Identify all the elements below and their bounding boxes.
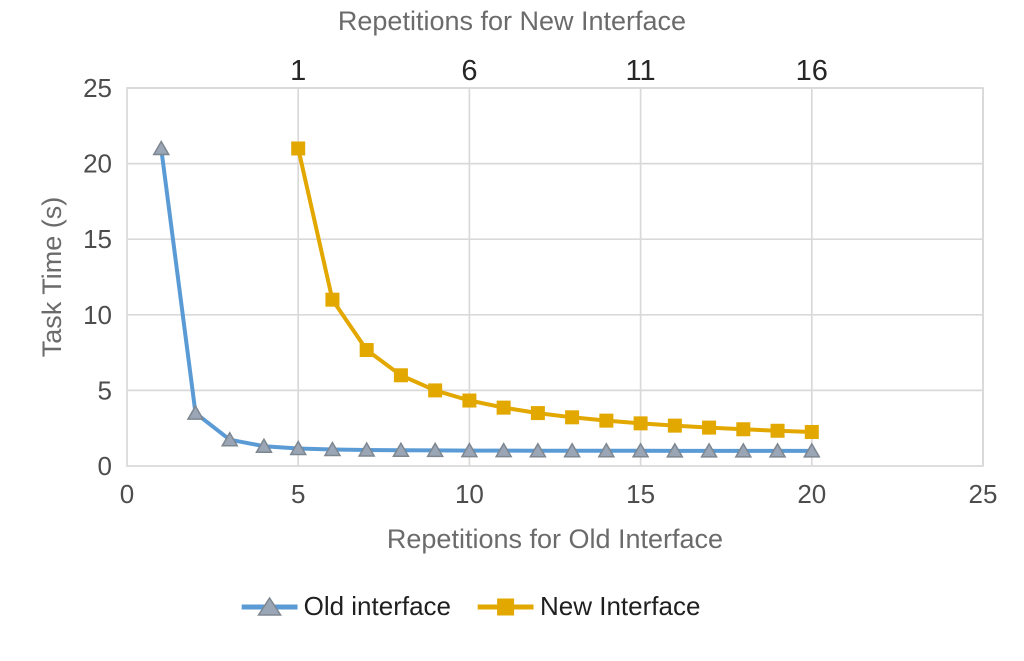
old-interface-marker: [426, 441, 444, 458]
old-interface-marker: [152, 139, 171, 156]
y-axis-title: Task Time (s): [37, 197, 67, 358]
y-axis-tick-label: 20: [83, 149, 112, 179]
old-interface-marker: [494, 442, 513, 458]
legend-item-new-interface: New Interface: [478, 592, 700, 621]
new-interface-marker: [291, 141, 306, 156]
new-interface-marker: [633, 416, 648, 431]
old-interface-marker: [529, 442, 547, 458]
y-axis-tick-label: 10: [83, 300, 112, 330]
new-interface-marker: [599, 413, 614, 428]
legend-item-old-interface: Old interface: [241, 591, 451, 621]
bottom-axis-tick-label: 20: [797, 479, 826, 509]
new-interface-marker: [736, 422, 751, 437]
new-interface-marker: [702, 420, 717, 435]
y-axis-tick-label: 25: [83, 73, 112, 103]
old-interface-line: [159, 146, 814, 453]
top-axis-tick-label: 6: [461, 55, 477, 87]
y-axis-tick-label: 5: [98, 375, 112, 405]
old-interface-marker: [768, 442, 787, 458]
bottom-axis-tick-label: 5: [291, 479, 305, 509]
bottom-axis-tick-label: 25: [969, 479, 998, 509]
top-axis-title: Repetitions for New Interface: [338, 6, 686, 36]
old-interface-marker: [631, 442, 650, 458]
new-interface-legend-swatch: [478, 598, 534, 616]
new-interface-marker: [428, 383, 443, 398]
old-interface-marker: [357, 441, 376, 457]
gridlines-layer: [126, 87, 984, 467]
old-interface-legend-label: Old interface: [303, 591, 451, 621]
old-interface-marker: [700, 442, 718, 458]
new-interface-line: [296, 146, 814, 434]
plot-border: [126, 87, 984, 467]
top-axis-tick-label: 1: [290, 55, 306, 87]
new-interface-marker: [804, 424, 819, 439]
old-interface-marker: [460, 442, 479, 458]
old-interface-marker: [220, 431, 239, 447]
new-interface-marker: [770, 423, 785, 438]
y-axis-tick-label: 15: [83, 224, 112, 254]
old-interface-marker: [289, 439, 307, 456]
old-interface-marker: [597, 442, 616, 458]
bottom-axis-tick-label: 0: [120, 479, 134, 509]
old-interface-marker: [323, 441, 342, 457]
bottom-axis-title: Repetitions for Old Interface: [387, 524, 723, 554]
new-interface-marker: [530, 406, 545, 421]
new-interface-marker: [462, 393, 477, 408]
new-interface-marker: [667, 418, 682, 433]
old-interface-marker: [803, 442, 821, 458]
old-interface-marker: [255, 437, 273, 453]
old-interface-marker: [563, 442, 581, 458]
old-interface-legend-swatch: [241, 596, 298, 617]
y-axis-tick-label: 0: [98, 451, 112, 481]
series-layer: [152, 139, 821, 458]
bottom-axis-tick-label: 10: [455, 479, 484, 509]
legend: Old interface New Interface: [241, 591, 700, 621]
new-interface-legend-square-icon: [497, 598, 515, 616]
bottom-axis-tick-label: 15: [626, 479, 655, 509]
old-interface-marker: [186, 404, 205, 420]
new-interface-marker: [325, 292, 340, 307]
new-interface-marker: [393, 368, 408, 383]
top-axis-tick-label: 11: [626, 55, 656, 87]
new-interface-marker: [359, 343, 374, 358]
new-interface-marker: [565, 410, 580, 425]
new-interface-legend-label: New Interface: [540, 591, 701, 621]
old-interface-marker: [392, 441, 410, 458]
old-interface-marker: [666, 442, 684, 458]
old-interface-marker: [734, 442, 753, 458]
old-interface-legend-triangle-icon: [257, 596, 282, 617]
top-axis-tick-label: 16: [796, 55, 828, 87]
new-interface-marker: [496, 400, 511, 415]
